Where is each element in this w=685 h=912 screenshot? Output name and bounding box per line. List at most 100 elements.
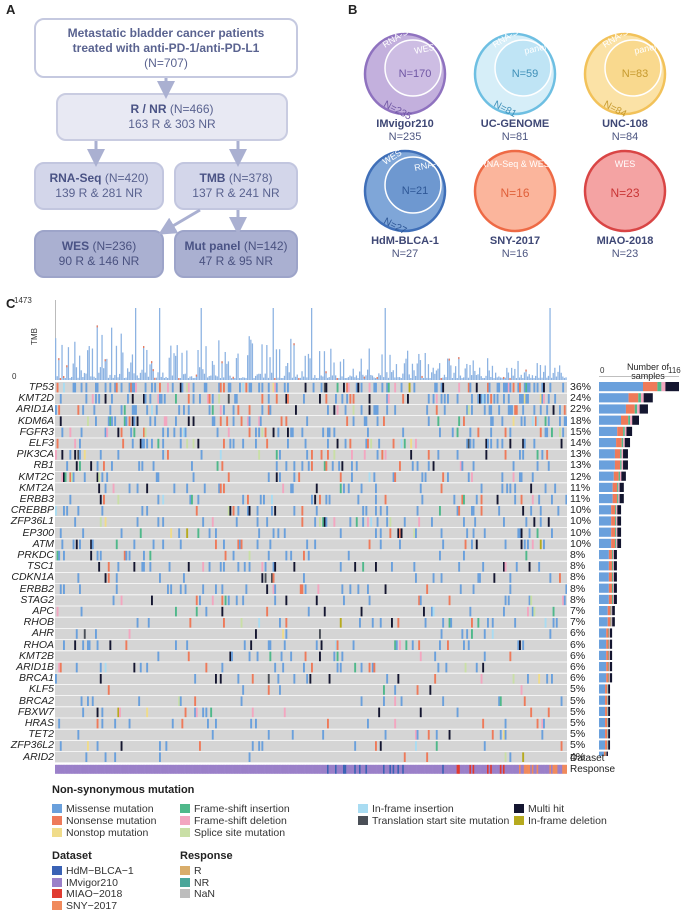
dataset-cell	[543, 764, 545, 774]
legend-mutation-item: Frame-shift insertion	[180, 804, 290, 815]
dataset-cell	[162, 764, 165, 774]
set-count: N=23	[610, 186, 639, 200]
mutation-cell	[368, 662, 371, 673]
tmb-bar	[226, 363, 228, 380]
gene-percent: 8%	[570, 549, 586, 561]
tmb-bar	[82, 377, 84, 380]
dataset-cell	[376, 764, 379, 774]
mutation-cell	[522, 752, 525, 762]
mutation-cell	[517, 528, 520, 538]
mutation-cell	[130, 382, 133, 393]
gene-label-apc: APC	[32, 605, 54, 617]
dataset-cell	[495, 764, 497, 774]
mutation-cell	[143, 394, 145, 404]
mutation-cell	[488, 382, 491, 393]
tmb-bar-top	[178, 377, 180, 380]
dataset-cell	[563, 764, 566, 774]
dataset-cell	[535, 764, 537, 774]
dataset-cell	[453, 764, 456, 774]
side-bar-segment	[609, 628, 610, 638]
mutation-cell	[163, 416, 166, 426]
gene-label-tp53: TP53	[28, 381, 54, 393]
mutation-cell	[277, 528, 280, 538]
mutation-cell	[279, 450, 281, 460]
mutation-cell	[258, 427, 261, 438]
tmb-bar	[320, 375, 322, 380]
mutation-cell	[435, 394, 438, 404]
side-bar-segment	[599, 561, 609, 571]
gene-label-tsc1: TSC1	[27, 560, 54, 573]
mutation-cell	[482, 562, 485, 572]
mutation-cell	[194, 707, 197, 718]
dataset-cell	[261, 764, 264, 774]
tmb-bar	[557, 371, 559, 380]
dataset-cell	[127, 764, 129, 774]
set-label: WES	[615, 159, 636, 169]
mutation-cell	[258, 450, 261, 460]
dataset-cell	[258, 764, 261, 774]
mutation-cell	[519, 528, 521, 538]
mutation-cell	[415, 741, 417, 751]
mutation-cell	[152, 539, 155, 550]
mutation-cell	[266, 584, 269, 594]
mutation-cell	[442, 382, 445, 393]
tmb-bar	[432, 367, 434, 380]
tmb-bar-top	[154, 377, 156, 380]
mutation-cell	[323, 517, 326, 527]
mutation-cell	[483, 651, 486, 662]
flow-top-line3: (N=707)	[144, 55, 188, 70]
mutation-cell	[173, 483, 176, 494]
dataset-cell	[267, 764, 270, 774]
gene-label-tet2: TET2	[28, 728, 54, 741]
mutation-cell	[360, 606, 363, 617]
tmb-bar	[333, 362, 335, 380]
mutation-cell	[523, 539, 526, 550]
dataset-cell	[487, 764, 489, 774]
mutation-cell	[133, 539, 136, 550]
gene-percent: 11%	[570, 493, 591, 505]
tmb-bar	[267, 377, 270, 380]
side-bar-segment	[619, 471, 622, 481]
mutation-cell	[362, 517, 365, 527]
flow-box-rnr: R / NR (N=466) 163 R & 303 NR	[56, 93, 288, 141]
gene-percent: 24%	[570, 392, 592, 405]
mutation-cell	[255, 427, 257, 438]
mutation-cell	[61, 450, 64, 460]
dataset-cell	[517, 764, 520, 774]
dataset-cell	[554, 764, 557, 774]
inner-set-count: N=170	[399, 68, 432, 80]
side-bar-segment	[614, 449, 621, 459]
dataset-cell	[112, 764, 115, 774]
legend-mutation-item: Nonstop mutation	[52, 828, 148, 839]
tmb-bar	[91, 348, 94, 380]
mutation-cell	[264, 573, 267, 583]
dataset-cell	[530, 764, 533, 774]
mutation-cell	[128, 550, 131, 561]
dataset-cell	[440, 764, 443, 774]
mutation-cell	[338, 461, 341, 471]
dataset-cell	[211, 764, 214, 774]
mutation-cell	[261, 562, 264, 572]
legend-swatch	[52, 900, 62, 910]
tmb-bar	[547, 375, 550, 380]
mutation-cell	[469, 427, 472, 438]
tmb-bar	[282, 377, 284, 380]
side-bar-segment	[615, 505, 617, 515]
mutation-cell	[443, 405, 446, 415]
dataset-cell	[333, 764, 336, 774]
mutation-cell	[538, 494, 541, 505]
dataset-cell	[163, 764, 166, 774]
mutation-cell	[301, 506, 304, 516]
mutation-cell	[267, 394, 270, 404]
tmb-axis-label: TMB	[29, 328, 39, 345]
side-bar-segment	[599, 673, 607, 683]
mutation-cell	[143, 427, 145, 438]
mutation-cell	[82, 405, 85, 415]
mutation-cell	[251, 741, 254, 751]
mutation-cell	[483, 528, 486, 538]
mutation-cell	[323, 382, 326, 393]
mutation-cell	[560, 741, 563, 751]
side-bar-segment	[609, 650, 613, 660]
dataset-cell	[562, 764, 565, 774]
tmb-bar	[357, 377, 359, 380]
